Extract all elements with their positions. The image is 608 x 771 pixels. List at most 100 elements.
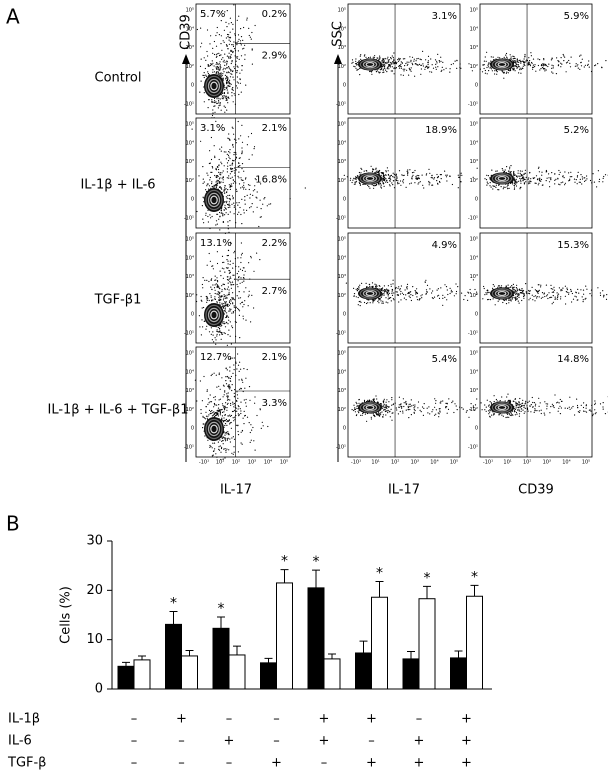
event-dot xyxy=(248,28,249,29)
event-dot xyxy=(532,299,533,300)
event-dot xyxy=(559,287,560,288)
event-dot xyxy=(230,441,231,442)
event-dot xyxy=(528,177,529,178)
event-dot xyxy=(201,43,202,44)
event-dot xyxy=(224,457,225,458)
event-dot xyxy=(415,176,416,177)
quadrant-percent: 2.9% xyxy=(262,51,287,62)
event-dot xyxy=(494,186,495,187)
density-core xyxy=(204,303,224,327)
event-dot xyxy=(229,278,230,279)
event-dot xyxy=(360,415,361,416)
event-dot xyxy=(221,147,222,148)
event-dot xyxy=(222,73,223,74)
event-dot xyxy=(401,408,402,409)
event-dot xyxy=(230,57,231,58)
event-dot xyxy=(599,181,600,182)
y-tick-label: -10¹ xyxy=(336,102,346,108)
event-dot xyxy=(439,60,440,61)
event-dot xyxy=(412,57,413,58)
event-dot xyxy=(239,207,240,208)
event-dot xyxy=(250,194,251,195)
event-dot xyxy=(546,69,547,70)
event-dot xyxy=(238,271,239,272)
event-dot xyxy=(238,172,239,173)
event-dot xyxy=(240,408,241,409)
event-dot xyxy=(238,162,239,163)
event-dot xyxy=(369,284,370,285)
event-dot xyxy=(420,410,421,411)
event-dot xyxy=(228,155,229,156)
event-dot xyxy=(534,177,535,178)
event-dot xyxy=(218,72,219,73)
event-dot xyxy=(358,399,359,400)
event-dot xyxy=(546,285,547,286)
event-dot xyxy=(405,401,406,402)
event-dot xyxy=(409,69,410,70)
event-dot xyxy=(214,112,215,113)
event-dot xyxy=(518,404,519,405)
event-dot xyxy=(526,291,527,292)
event-dot xyxy=(214,100,215,101)
event-dot xyxy=(229,302,230,303)
event-dot xyxy=(420,59,421,60)
event-dot xyxy=(232,268,233,269)
event-dot xyxy=(490,67,491,68)
event-dot xyxy=(230,169,231,170)
event-dot xyxy=(224,92,225,93)
event-dot xyxy=(386,63,387,64)
event-dot xyxy=(242,142,243,143)
event-dot xyxy=(249,295,250,296)
event-dot xyxy=(501,415,502,416)
event-dot xyxy=(204,72,205,73)
event-dot xyxy=(205,418,206,419)
event-dot xyxy=(212,109,213,110)
event-dot xyxy=(241,36,242,37)
event-dot xyxy=(230,168,231,169)
event-dot xyxy=(212,447,213,448)
event-dot xyxy=(515,296,516,297)
event-dot xyxy=(381,175,382,176)
event-dot xyxy=(416,296,417,297)
event-dot xyxy=(387,67,388,68)
event-dot xyxy=(204,92,205,93)
event-dot xyxy=(382,301,383,302)
event-dot xyxy=(416,60,417,61)
event-dot xyxy=(230,261,231,262)
event-dot xyxy=(538,293,539,294)
event-dot xyxy=(244,54,245,55)
event-dot xyxy=(219,103,220,104)
event-dot xyxy=(426,293,427,294)
event-dot xyxy=(226,297,227,298)
event-dot xyxy=(249,207,250,208)
event-dot xyxy=(417,299,418,300)
event-dot xyxy=(508,417,509,418)
y-tick-label: 10³ xyxy=(338,388,346,394)
event-dot xyxy=(211,334,212,335)
event-dot xyxy=(412,286,413,287)
event-dot xyxy=(237,205,238,206)
event-dot xyxy=(409,56,410,57)
event-dot xyxy=(202,427,203,428)
y-tick-label: 0 xyxy=(343,426,346,432)
event-dot xyxy=(202,75,203,76)
event-dot xyxy=(366,286,367,287)
event-dot xyxy=(488,410,489,411)
event-dot xyxy=(554,407,555,408)
event-dot xyxy=(233,436,234,437)
event-dot xyxy=(507,186,508,187)
event-dot xyxy=(558,170,559,171)
event-dot xyxy=(211,375,212,376)
event-dot xyxy=(212,216,213,217)
event-dot xyxy=(573,299,574,300)
event-dot xyxy=(238,34,239,35)
event-dot xyxy=(231,22,232,23)
event-dot xyxy=(411,300,412,301)
event-dot xyxy=(250,256,251,257)
event-dot xyxy=(236,322,237,323)
event-dot xyxy=(226,61,227,62)
event-dot xyxy=(231,171,232,172)
event-dot xyxy=(388,285,389,286)
x-tick-label: -10¹ xyxy=(199,460,209,466)
event-dot xyxy=(224,185,225,186)
